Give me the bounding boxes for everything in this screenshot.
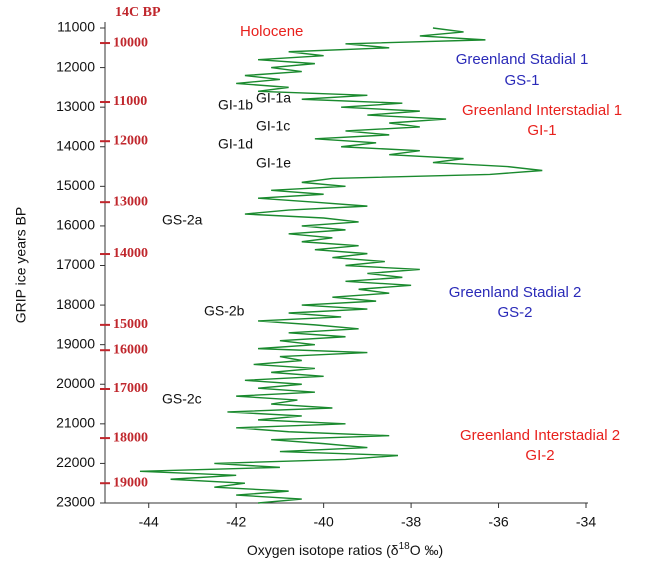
y-tick-label: 15000 (56, 177, 95, 193)
annotation: GS-2c (162, 391, 202, 407)
annotation: Holocene (240, 23, 303, 40)
annotation: GI-1a (256, 90, 291, 106)
c14-title: 14C BP (115, 5, 161, 20)
x-tick-label: -40 (314, 514, 334, 530)
annotation: GI-1b (218, 97, 253, 113)
x-tick-label: -38 (401, 514, 421, 530)
c14-tick-label: 11000 (113, 94, 147, 109)
annotation: Greenland Interstadial 2 (460, 427, 620, 444)
y-tick-label: 19000 (56, 335, 95, 351)
c14-tick-label: 17000 (113, 381, 148, 396)
x-axis-label: Oxygen isotope ratios (δ18O ‰) (247, 541, 443, 558)
y-tick-label: 23000 (56, 494, 95, 510)
x-label-sup: 18 (399, 541, 411, 552)
y-tick-label: 13000 (56, 98, 95, 114)
x-label-part: O ‰) (410, 542, 443, 558)
x-tick-label: -44 (139, 514, 159, 530)
annotation: GS-2 (497, 304, 532, 321)
y-tick-label: 12000 (56, 58, 95, 74)
annotation: GS-2a (162, 212, 203, 228)
annotation: Greenland Stadial 1 (456, 51, 589, 68)
c14-tick-label: 12000 (113, 133, 148, 148)
isotope-line (139, 27, 543, 504)
x-tick-label: -36 (488, 514, 508, 530)
y-tick-label: 18000 (56, 296, 95, 312)
annotation: GS-1 (504, 72, 539, 89)
y-tick-label: 21000 (56, 415, 95, 431)
annotation: GI-1d (218, 136, 253, 152)
y-tick-label: 16000 (56, 217, 95, 233)
y-tick-label: 20000 (56, 375, 95, 391)
c14-tick-label: 15000 (113, 317, 148, 332)
x-label-part: Oxygen isotope ratios (δ (247, 542, 399, 558)
x-tick-label: -42 (226, 514, 246, 530)
x-tick-label: -34 (576, 514, 596, 530)
annotation: Greenland Stadial 2 (449, 284, 582, 301)
annotation: GI-1 (527, 122, 556, 139)
y-tick-label: 11000 (57, 19, 95, 35)
annotation: GI-1e (256, 155, 291, 171)
c14-tick-label: 10000 (113, 35, 148, 50)
c14-tick-label: 14000 (113, 246, 148, 261)
y-tick-label: 17000 (56, 256, 95, 272)
annotation: GI-1c (256, 118, 290, 134)
c14-tick-label: 18000 (113, 430, 148, 445)
annotation: GI-2 (525, 447, 554, 464)
annotation: Greenland Interstadial 1 (462, 102, 622, 119)
y-tick-label: 14000 (56, 137, 95, 153)
c14-tick-label: 16000 (113, 342, 148, 357)
annotation: GS-2b (204, 303, 245, 319)
y-axis-label: GRIP ice years BP (13, 207, 29, 323)
c14-tick-label: 19000 (113, 475, 148, 490)
c14-tick-label: 13000 (113, 194, 148, 209)
y-tick-label: 22000 (56, 454, 95, 470)
